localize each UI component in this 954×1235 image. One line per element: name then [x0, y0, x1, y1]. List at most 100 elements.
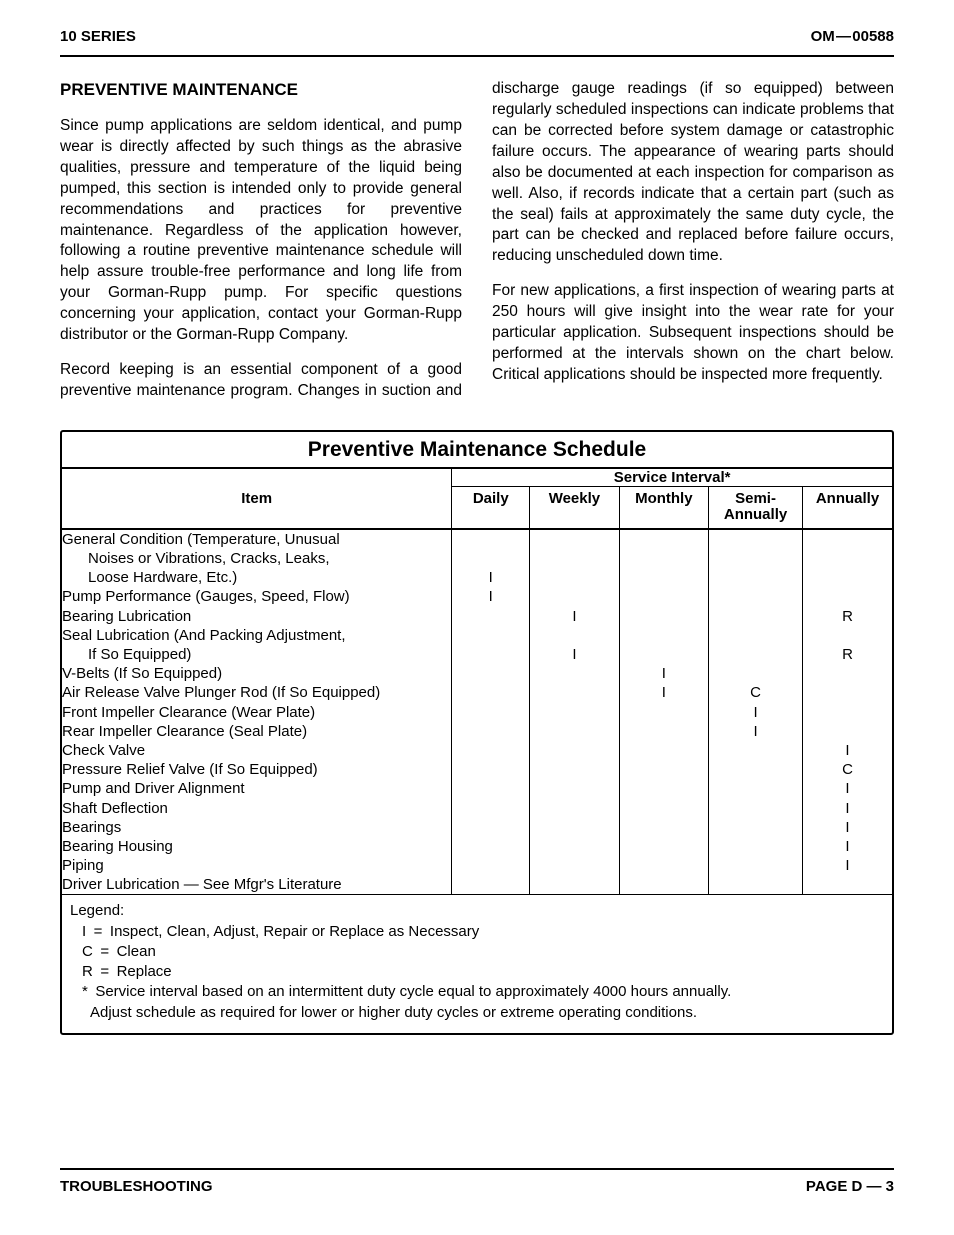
interval-mark [620, 626, 708, 645]
interval-mark [803, 722, 892, 741]
paragraph-1: Since pump applications are seldom ident… [60, 116, 462, 346]
service-interval-header: Service Interval* [452, 469, 892, 487]
interval-mark [620, 856, 708, 875]
interval-mark [452, 645, 529, 664]
interval-mark [803, 587, 892, 606]
interval-mark [452, 837, 529, 856]
interval-mark: I [803, 741, 892, 760]
interval-column: CII [709, 530, 802, 895]
column-header: Daily [452, 486, 530, 529]
interval-mark [709, 607, 802, 626]
interval-mark [530, 568, 618, 587]
interval-mark [709, 530, 802, 549]
interval-mark: C [803, 760, 892, 779]
interval-mark: I [803, 856, 892, 875]
interval-mark [709, 645, 802, 664]
header-right: OM — 00588 [811, 28, 894, 45]
footer-right: PAGE D — 3 [806, 1178, 894, 1195]
interval-mark: I [530, 607, 618, 626]
interval-column: I I [530, 530, 618, 895]
interval-column: R R ICIIIII [803, 530, 892, 895]
item-row: Bearing Lubrication [62, 607, 451, 626]
interval-mark [709, 818, 802, 837]
item-row: If So Equipped) [62, 645, 451, 664]
legend-line-3: R = Replace [70, 962, 884, 982]
column-header: Semi- Annually [709, 486, 803, 529]
interval-mark [530, 664, 618, 683]
interval-mark [530, 779, 618, 798]
legend: Legend: I = Inspect, Clean, Adjust, Repa… [62, 894, 892, 1033]
interval-mark: I [803, 837, 892, 856]
interval-mark [620, 760, 708, 779]
interval-mark [452, 607, 529, 626]
column-header: Annually [803, 486, 892, 529]
interval-mark [452, 530, 529, 549]
item-row: Noises or Vibrations, Cracks, Leaks, [62, 549, 451, 568]
header-left: 10 SERIES [60, 28, 136, 45]
interval-mark [452, 799, 529, 818]
interval-mark [803, 664, 892, 683]
interval-mark [709, 549, 802, 568]
interval-mark [803, 683, 892, 702]
interval-mark [452, 722, 529, 741]
interval-mark [452, 818, 529, 837]
interval-mark: I [452, 568, 529, 587]
interval-mark: I [803, 779, 892, 798]
interval-mark [620, 568, 708, 587]
interval-mark [709, 741, 802, 760]
interval-mark [620, 645, 708, 664]
item-header: Item [62, 469, 452, 529]
interval-mark: I [709, 703, 802, 722]
interval-mark: I [620, 683, 708, 702]
legend-note-1: * Service interval based on an intermitt… [70, 982, 884, 1002]
legend-note-2: Adjust schedule as required for lower or… [70, 1003, 884, 1023]
interval-mark: I [530, 645, 618, 664]
interval-mark [620, 837, 708, 856]
interval-mark [530, 799, 618, 818]
interval-mark: R [803, 645, 892, 664]
interval-mark [803, 703, 892, 722]
interval-mark [709, 779, 802, 798]
paragraph-3: For new applications, a first inspection… [492, 281, 894, 386]
interval-mark [452, 741, 529, 760]
interval-mark [709, 626, 802, 645]
interval-mark [803, 875, 892, 894]
interval-mark [803, 626, 892, 645]
item-row: Front Impeller Clearance (Wear Plate) [62, 703, 451, 722]
interval-mark [709, 856, 802, 875]
interval-mark: C [709, 683, 802, 702]
interval-mark [709, 799, 802, 818]
interval-mark [803, 530, 892, 549]
interval-mark [530, 837, 618, 856]
interval-mark [709, 875, 802, 894]
legend-title: Legend: [70, 901, 884, 921]
interval-column: II [620, 530, 708, 895]
interval-mark [530, 703, 618, 722]
interval-column: II [452, 530, 529, 895]
interval-mark [530, 587, 618, 606]
interval-mark [530, 626, 618, 645]
section-title: PREVENTIVE MAINTENANCE [60, 79, 462, 102]
interval-mark [709, 837, 802, 856]
legend-line-2: C = Clean [70, 942, 884, 962]
item-row: Pressure Relief Valve (If So Equipped) [62, 760, 451, 779]
interval-mark [620, 799, 708, 818]
body-text: PREVENTIVE MAINTENANCE Since pump applic… [60, 79, 894, 402]
interval-mark [452, 703, 529, 722]
legend-line-1: I = Inspect, Clean, Adjust, Repair or Re… [70, 922, 884, 942]
interval-mark [530, 875, 618, 894]
interval-mark [452, 856, 529, 875]
schedule-table: Item Service Interval* DailyWeeklyMonthl… [62, 469, 892, 895]
interval-mark [530, 530, 618, 549]
column-header: Monthly [619, 486, 708, 529]
column-header: Weekly [530, 486, 619, 529]
item-row: V-Belts (If So Equipped) [62, 664, 451, 683]
interval-mark [530, 683, 618, 702]
interval-mark [803, 549, 892, 568]
page-footer: TROUBLESHOOTING PAGE D — 3 [60, 1168, 894, 1195]
item-row: Air Release Valve Plunger Rod (If So Equ… [62, 683, 451, 702]
interval-mark [530, 818, 618, 837]
interval-mark [620, 722, 708, 741]
item-row: Rear Impeller Clearance (Seal Plate) [62, 722, 451, 741]
interval-mark [709, 568, 802, 587]
